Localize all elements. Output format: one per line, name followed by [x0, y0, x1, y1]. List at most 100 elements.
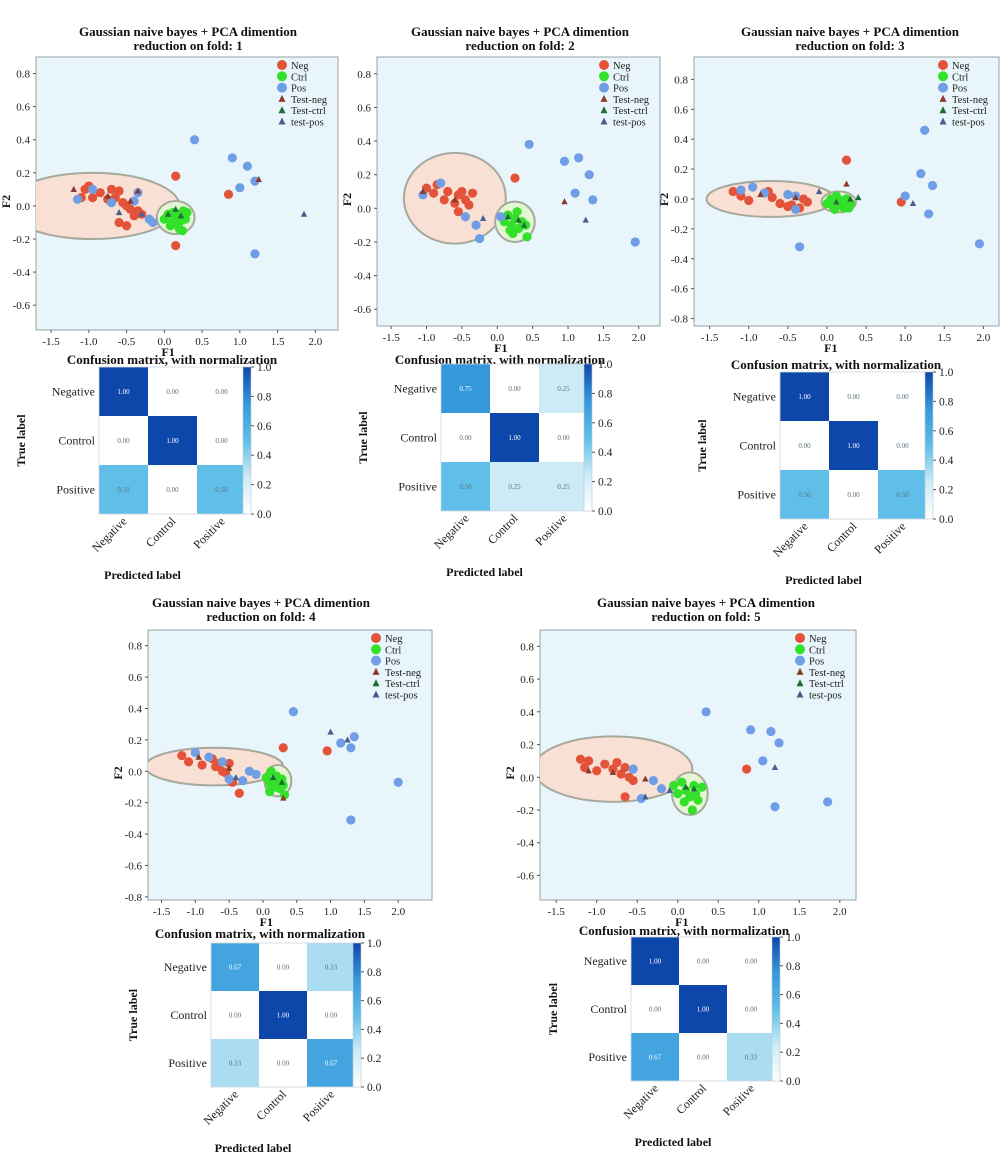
matrix-cell-value: 1.00	[508, 434, 521, 442]
point-test-neg	[792, 193, 799, 201]
point-test-neg	[419, 188, 427, 195]
point-ctrl	[830, 204, 840, 215]
scatter-panel-2: Gaussian naive bayes + PCA dimentionredu…	[340, 24, 661, 355]
y-tick-label: 0.0	[520, 772, 534, 784]
point-pos	[189, 135, 200, 145]
x-tick-label: 0.0	[490, 332, 504, 344]
colorbar	[583, 363, 593, 512]
matrix-cell	[878, 421, 927, 470]
chart-title-line: Gaussian naive bayes + PCA dimention	[411, 24, 630, 39]
legend-marker-ctrl	[795, 644, 805, 655]
matrix-cell	[99, 367, 148, 416]
column-label: Control	[824, 519, 860, 555]
x-tick-label: 0.5	[711, 906, 725, 918]
matrix-cell	[631, 985, 679, 1033]
matrix-cell	[631, 1033, 679, 1081]
point-pos	[471, 220, 481, 230]
y-tick-label: 0.8	[520, 641, 534, 653]
colorbar	[771, 936, 781, 1082]
matrix-cell	[631, 937, 679, 985]
x-axis-label: Predicted label	[446, 565, 523, 579]
legend-marker-test-pos	[372, 690, 380, 698]
legend-marker-neg	[599, 60, 609, 70]
y-tick-label: 0.4	[520, 707, 534, 719]
row-label: Positive	[56, 483, 95, 497]
y-tick-label: -0.8	[125, 892, 143, 904]
chart-title-line: reduction on fold: 2	[465, 38, 574, 53]
point-neg	[775, 198, 785, 209]
row-label: Control	[590, 1002, 627, 1016]
matrix-cell-value: 0.00	[277, 964, 290, 972]
y-tick-label: 0.0	[674, 194, 688, 206]
y-tick-label: 0.2	[357, 170, 371, 182]
y-tick-label: -0.6	[125, 860, 143, 872]
y-axis-label: F2	[503, 766, 517, 779]
x-tick-label: 1.5	[597, 332, 611, 344]
plot-content	[36, 135, 308, 259]
y-tick-label: 0.8	[357, 69, 371, 81]
row-label: Control	[170, 1008, 207, 1022]
row-label: Positive	[168, 1056, 207, 1070]
point-test-pos	[815, 188, 823, 195]
x-tick-label: 1.0	[233, 336, 247, 348]
point-test-ctrl	[833, 198, 840, 205]
colorbar-tick-label: 0.4	[367, 1024, 382, 1036]
row-label: Positive	[398, 480, 437, 494]
legend-marker-neg	[795, 633, 805, 643]
y-tick-label: 0.0	[128, 766, 142, 778]
x-tick-label: 1.5	[792, 906, 806, 918]
y-axis-label: F2	[340, 193, 354, 206]
y-tick-label: -0.6	[517, 870, 535, 882]
y-tick-label: 0.2	[16, 168, 30, 180]
y-tick-label: -0.8	[671, 314, 689, 326]
matrix-cell	[99, 416, 148, 465]
confusion-matrix-3: Confusion matrix, with normalization1.00…	[695, 357, 954, 587]
matrix-cell-value: 0.67	[229, 964, 242, 972]
legend-marker-test-pos	[796, 690, 804, 698]
point-test-neg	[127, 197, 134, 204]
y-tick-label: -0.2	[13, 234, 30, 246]
legend-label: Ctrl	[952, 72, 968, 83]
point-test-pos	[232, 774, 240, 781]
x-tick-label: -1.5	[153, 906, 171, 918]
matrix-cell	[197, 367, 246, 416]
point-neg	[592, 766, 602, 776]
chart-title-line: Gaussian naive bayes + PCA dimention	[79, 24, 298, 39]
legend-label: Test-ctrl	[809, 679, 844, 690]
point-test-ctrl	[847, 195, 854, 202]
point-pos	[393, 777, 403, 787]
x-tick-label: 0.5	[526, 332, 540, 344]
colorbar-tick-label: 0.2	[598, 477, 613, 489]
point-pos	[748, 182, 758, 192]
x-axis-label: F1	[161, 345, 174, 359]
matrix-cell-value: 0.50	[896, 491, 909, 499]
matrix-cell-value: 0.00	[847, 393, 860, 401]
column-label: Positive	[300, 1087, 337, 1124]
point-test-pos	[582, 216, 589, 223]
matrix-cell	[829, 421, 878, 470]
matrix-cell	[148, 367, 197, 416]
point-pos	[460, 212, 471, 222]
legend-marker-ctrl	[938, 71, 948, 82]
point-test-pos	[479, 214, 487, 221]
x-tick-label: -1.0	[418, 332, 436, 344]
x-tick-label: -1.5	[701, 332, 719, 344]
matrix-cell-value: 1.00	[277, 1012, 290, 1020]
matrix-cell	[197, 416, 246, 465]
x-tick-label: 2.0	[391, 906, 405, 918]
matrix-cell-value: 0.00	[166, 388, 179, 396]
y-axis-label: F2	[657, 193, 671, 206]
y-tick-label: 0.4	[357, 136, 371, 148]
matrix-cell-value: 0.00	[896, 393, 909, 401]
matrix-cell-value: 1.00	[798, 393, 811, 401]
matrix-cell	[780, 421, 829, 470]
point-pos	[927, 180, 938, 191]
matrix-cell	[490, 364, 539, 413]
plot-content	[540, 707, 833, 816]
y-tick-label: 0.0	[357, 203, 371, 215]
column-label: Positive	[720, 1081, 757, 1118]
point-ctrl	[177, 226, 188, 236]
point-pos	[496, 212, 506, 222]
y-axis-label: True label	[546, 982, 560, 1035]
legend-marker-pos	[795, 655, 805, 666]
